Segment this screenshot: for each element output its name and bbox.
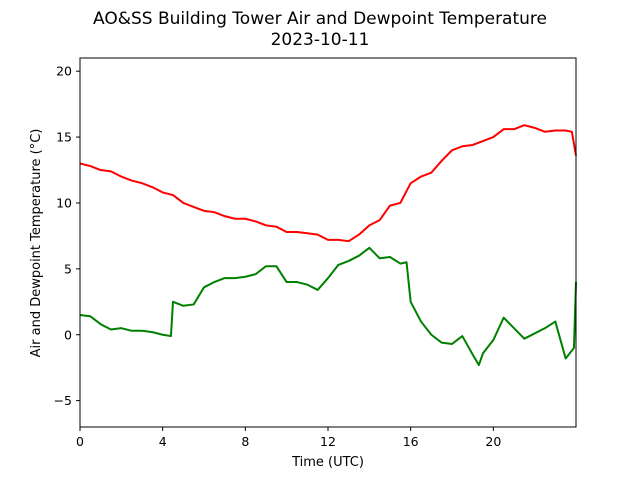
- x-tick-label: 12: [320, 434, 336, 449]
- y-tick-label: 15: [56, 130, 72, 145]
- x-tick-label: 20: [485, 434, 501, 449]
- x-axis-label: Time (UTC): [291, 455, 364, 470]
- plot-frame: [79, 57, 577, 428]
- series-line-0: [79, 124, 577, 243]
- y-tick-label: 0: [64, 327, 72, 342]
- y-tick-label: 5: [64, 261, 72, 276]
- x-tick-label: 0: [76, 434, 84, 449]
- chart-subtitle: 2023-10-11: [271, 30, 370, 50]
- x-tick-label: 4: [159, 434, 167, 449]
- chart-title: AO&SS Building Tower Air and Dewpoint Te…: [93, 9, 547, 29]
- y-tick-label: −5: [54, 393, 72, 408]
- tick-layer: 0 4 8 12 16 20 −5 0 5 10 15 20: [54, 64, 502, 449]
- y-tick-label: 10: [56, 195, 72, 210]
- x-tick-label: 16: [403, 434, 419, 449]
- series-line-1: [79, 246, 577, 367]
- y-axis-label: Air and Dewpoint Temperature (°C): [29, 129, 44, 358]
- x-tick-label: 8: [241, 434, 249, 449]
- y-tick-label: 20: [56, 64, 72, 79]
- series-layer: [79, 124, 577, 367]
